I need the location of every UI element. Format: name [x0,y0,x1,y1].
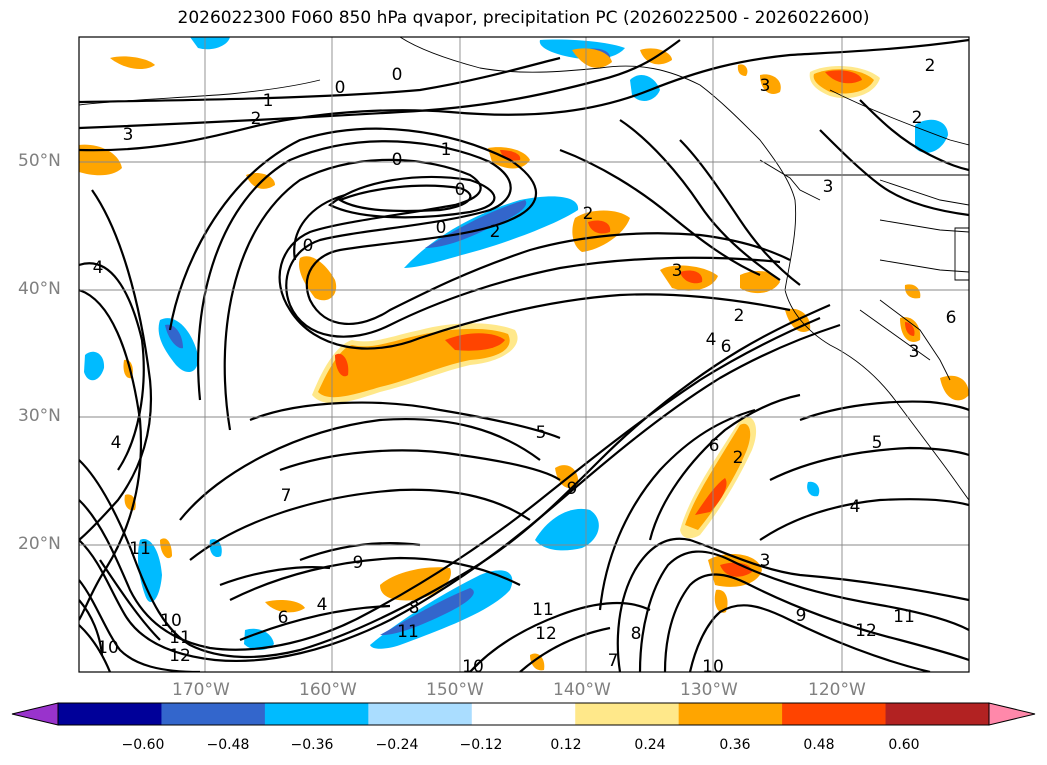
negative-anomaly-areas [84,37,948,650]
contour-label: 1 [263,91,274,111]
contour-label: 2 [490,222,501,242]
contour-label: 9 [567,479,578,499]
contour-label: 4 [850,497,861,517]
contour-label: 6 [709,436,720,456]
contour-label: 9 [796,606,807,626]
contour-label: 11 [169,628,191,648]
lat-label-40n: 40°N [18,279,61,299]
contour-label: 3 [672,261,683,281]
coastlines [79,37,969,501]
colorbar-tick-label: −0.48 [206,737,250,753]
contour-label: 0 [436,218,447,238]
colorbar-tick-label: 0.36 [719,737,751,753]
colorbar-tick-label: −0.12 [459,737,503,753]
contour-label: 12 [169,646,191,666]
map-background [79,37,969,672]
lon-label-170w: 170°W [172,680,230,700]
colorbar-frame [57,702,990,726]
lon-label-120w: 120°W [808,680,866,700]
contour-label: 3 [760,76,771,96]
contour-label: 11 [129,539,151,559]
colorbar-tick-label: −0.24 [375,737,419,753]
contour-label: 10 [702,657,724,677]
contour-label: 6 [721,337,732,357]
contour-label: 7 [608,651,619,671]
lon-label-140w: 140°W [553,680,611,700]
contour-label: 2 [251,109,262,129]
contour-label: 6 [946,308,957,328]
contour-label: 3 [823,177,834,197]
contour-label: 4 [93,258,104,278]
graticule [79,37,969,672]
colorbar-swatch [368,703,473,725]
contour-label: 2 [912,108,923,128]
colorbar [11,702,1036,726]
contour-label: 0 [392,65,403,85]
colorbar-swatch [575,703,680,725]
contour-label: 9 [353,553,364,573]
contour-label: 12 [855,621,877,641]
contour-label: 10 [97,638,119,658]
lat-label-20n: 20°N [18,534,61,554]
contour-label: 0 [335,78,346,98]
colorbar-swatch [264,703,369,725]
contour-label: 4 [317,595,328,615]
contour-label: 11 [532,600,554,620]
contour-label: 7 [281,486,292,506]
contour-label: 6 [278,608,289,628]
colorbar-tick-label: 0.60 [888,737,920,753]
contour-label: 3 [909,342,920,362]
contour-label: 2 [925,56,936,76]
colorbar-extend-high [988,702,1036,726]
colorbar-swatch [161,703,266,725]
map-title: 2026022300 F060 850 hPa qvapor, precipit… [177,8,870,28]
colorbar-swatch [678,703,783,725]
contour-label: 10 [160,611,182,631]
colorbar-tick-label: −0.36 [290,737,334,753]
contour-label: 4 [111,433,122,453]
contour-label: 3 [760,551,771,571]
contour-label: 10 [462,657,484,677]
contour-label: 12 [535,624,557,644]
qvapor-contours [79,38,969,672]
contour-label: 5 [872,433,883,453]
map-frame [78,36,970,673]
colorbar-tick-label: 0.12 [550,737,582,753]
contour-label: 0 [455,180,466,200]
lon-label-130w: 130°W [680,680,738,700]
contour-label: 1 [441,140,452,160]
contour-label: 0 [303,236,314,256]
colorbar-swatch [471,703,576,725]
contour-label: 2 [734,306,745,326]
contour-label: 4 [706,330,717,350]
lat-label-30n: 30°N [18,406,61,426]
colorbar-tick-label: 0.48 [803,737,835,753]
contour-label: 5 [536,423,547,443]
colorbar-swatch [885,703,990,725]
lon-label-150w: 150°W [426,680,484,700]
colorbar-extend-low [11,702,59,726]
contour-label: 3 [123,125,134,145]
contour-label: 2 [733,448,744,468]
contour-label: 11 [893,607,915,627]
contour-label: 0 [392,150,403,170]
colorbar-tick-label: −0.60 [121,737,165,753]
contour-label: 8 [409,598,420,618]
colorbar-tick-label: 0.24 [634,737,666,753]
colorbar-swatch [58,703,162,725]
contour-label: 8 [631,624,642,644]
lat-label-50n: 50°N [18,151,61,171]
contour-label: 11 [397,622,419,642]
lon-label-160w: 160°W [299,680,357,700]
contour-label: 2 [583,204,594,224]
colorbar-swatch [782,703,887,725]
